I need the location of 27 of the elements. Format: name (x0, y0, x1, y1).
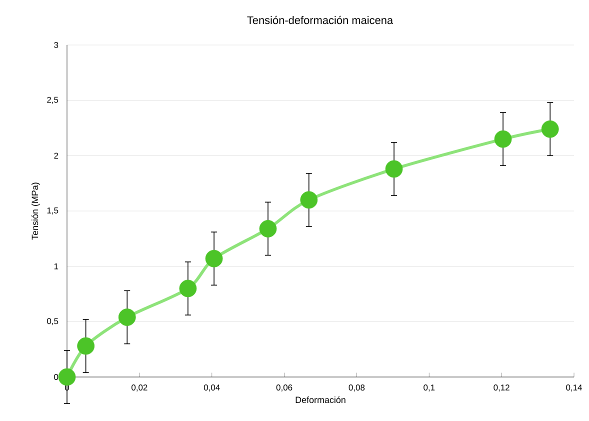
point (179, 280, 197, 298)
point (58, 368, 76, 386)
x-axis-title: Deformación (296, 396, 346, 404)
point (77, 337, 95, 355)
chart-title: Tensión-deformación maicena (247, 16, 394, 24)
y-axis-title: Tensión (MPa) (31, 182, 40, 240)
y-tick-label: 2 (54, 152, 58, 159)
x-tick-label: 0,02 (132, 384, 148, 392)
point (118, 308, 136, 326)
point (259, 220, 277, 238)
x-tick-label: 0,14 (566, 384, 582, 392)
y-tick-label: 1,5 (47, 208, 58, 214)
y-tick-label: 0,5 (47, 318, 58, 326)
x-tick-label: 0,1 (424, 384, 435, 392)
x-tick-label: 0,06 (276, 384, 292, 392)
x-tick-label: 0,08 (348, 384, 365, 392)
x-tick-label: 0,04 (204, 384, 220, 392)
point (541, 120, 559, 138)
x-tick-label: 0,12 (494, 384, 510, 392)
point (494, 130, 512, 148)
y-tick-label: 2,5 (47, 96, 58, 104)
point (385, 160, 403, 178)
y-tick-label: 0 (54, 374, 58, 380)
point (300, 191, 318, 209)
point (205, 250, 223, 268)
y-tick-label: 1 (54, 263, 58, 270)
y-tick-label: 3 (54, 42, 58, 48)
